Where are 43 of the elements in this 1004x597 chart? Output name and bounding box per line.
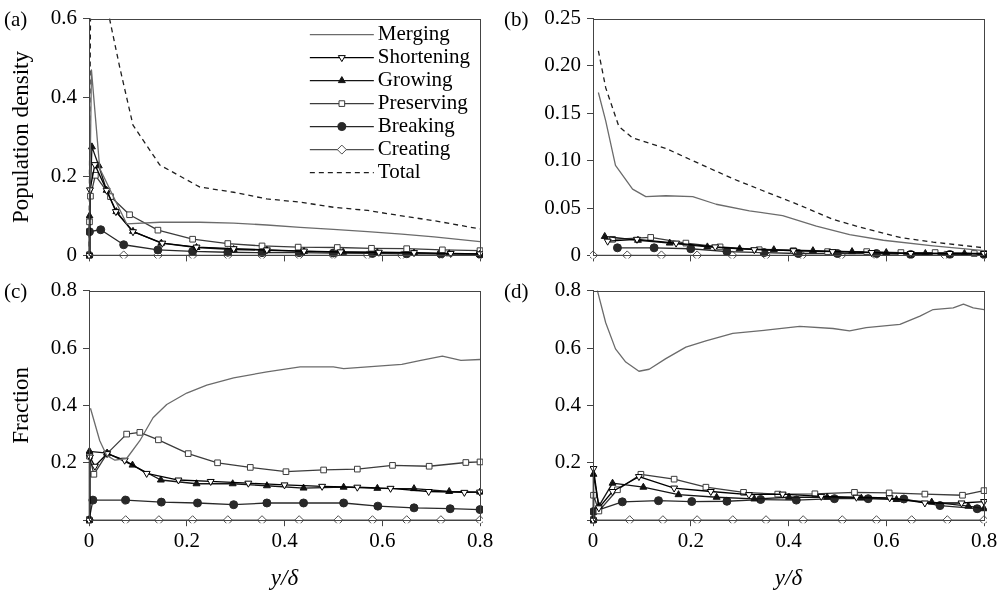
y-tick-label: 0.05 (544, 194, 581, 219)
legend-label: Merging (377, 21, 451, 46)
y-tick-label: 0.20 (544, 52, 581, 77)
x-tick-label: 0.8 (970, 528, 998, 553)
y-tick-label: 0.2 (50, 449, 77, 474)
y-tick-label: 0.15 (544, 99, 581, 124)
y-tick-label: 0.8 (554, 277, 581, 302)
x-tick-label: 0 (83, 528, 95, 553)
x-tick-label: 0.4 (775, 528, 803, 553)
x-tick-label: 0.4 (271, 528, 299, 553)
y-tick-label: 0.10 (544, 147, 581, 172)
y-tick-label: 0.4 (554, 391, 582, 416)
x-axis-title: y/δ (268, 565, 299, 591)
x-tick-label: 0 (587, 528, 599, 553)
y-tick-label: 0 (66, 241, 77, 266)
y-axis-title: Population density (7, 50, 33, 223)
y-tick-label: 0.2 (50, 162, 77, 187)
chart-title: (d) (504, 279, 529, 304)
legend-label: Growing (377, 67, 453, 92)
legend-label: Breaking (377, 113, 456, 138)
y-tick-label: 0.6 (554, 334, 581, 359)
y-tick-label: 0.8 (50, 277, 77, 302)
legend-label: Creating (377, 136, 451, 161)
chart-title: (b) (504, 7, 529, 32)
y-tick-label: 0 (570, 241, 581, 266)
legend-label: Total (377, 159, 421, 184)
y-tick-label: 0.4 (50, 391, 78, 416)
chart-title: (c) (4, 279, 28, 304)
x-tick-label: 0.6 (873, 528, 900, 553)
x-tick-label: 0.6 (369, 528, 396, 553)
x-tick-label: 0.8 (466, 528, 494, 553)
y-tick-label: 0.25 (544, 5, 581, 30)
y-tick-label: 0.4 (50, 84, 78, 109)
y-tick-label: 0.6 (50, 5, 77, 30)
legend-label: Shortening (377, 44, 471, 69)
y-tick-label: 0.6 (50, 334, 77, 359)
y-tick-label: 0.2 (554, 449, 581, 474)
y-axis-title: Fraction (7, 366, 33, 444)
legend-label: Preserving (377, 90, 469, 115)
x-tick-label: 0.2 (173, 528, 200, 553)
x-tick-label: 0.2 (677, 528, 704, 553)
x-axis-title: y/δ (772, 565, 803, 591)
chart-title: (a) (4, 7, 28, 32)
